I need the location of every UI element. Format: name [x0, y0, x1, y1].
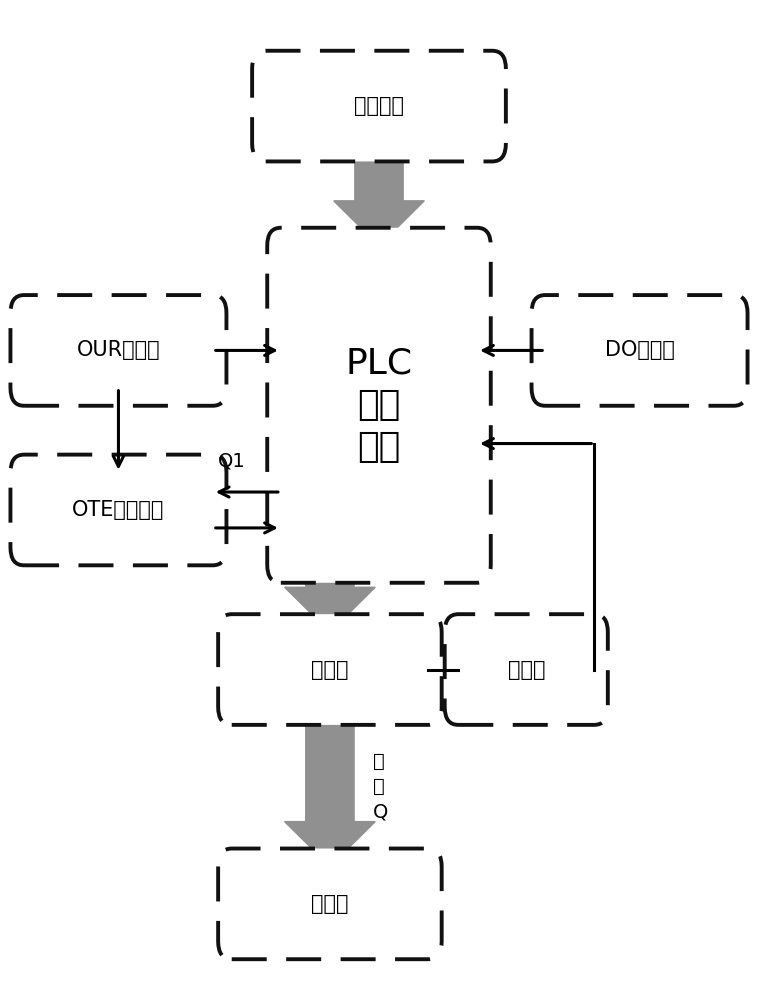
FancyBboxPatch shape	[445, 614, 608, 725]
Text: 流量计: 流量计	[508, 660, 545, 680]
Polygon shape	[334, 143, 424, 246]
Text: DO测定仪: DO测定仪	[605, 340, 675, 360]
Text: 输
出
Q: 输 出 Q	[373, 752, 388, 821]
Text: 曝气池: 曝气池	[312, 894, 349, 914]
Text: OTE计算公式: OTE计算公式	[72, 500, 164, 520]
FancyBboxPatch shape	[268, 228, 490, 583]
FancyBboxPatch shape	[218, 614, 442, 725]
Polygon shape	[284, 707, 375, 866]
FancyBboxPatch shape	[11, 455, 227, 565]
Text: 控制算法: 控制算法	[354, 96, 404, 116]
Text: Q1: Q1	[218, 451, 246, 470]
Text: 鼓风机: 鼓风机	[312, 660, 349, 680]
FancyBboxPatch shape	[11, 295, 227, 406]
Polygon shape	[284, 565, 375, 632]
FancyBboxPatch shape	[252, 51, 506, 161]
FancyBboxPatch shape	[218, 849, 442, 959]
Text: OUR测定仪: OUR测定仪	[77, 340, 160, 360]
Text: PLC
控制
单元: PLC 控制 单元	[346, 346, 412, 464]
FancyBboxPatch shape	[531, 295, 747, 406]
